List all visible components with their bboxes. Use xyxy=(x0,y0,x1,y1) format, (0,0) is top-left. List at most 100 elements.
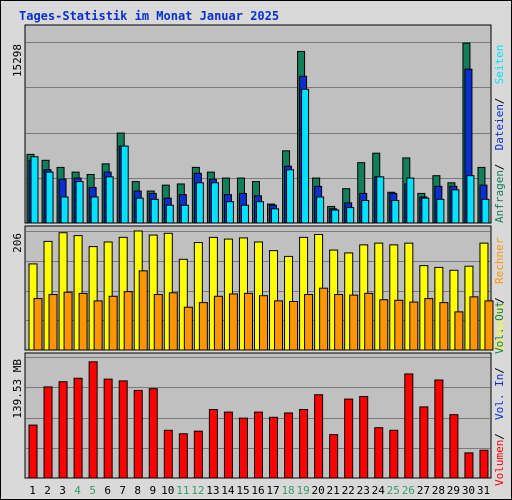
bar-volumen-day-13 xyxy=(208,408,218,479)
bar-volumen-day-16 xyxy=(253,411,263,479)
x-tick-label-day-1: 1 xyxy=(29,484,36,497)
bar-volumen-day-22 xyxy=(344,398,354,479)
bar-besuche-day-19 xyxy=(299,236,309,351)
bar-rechner-day-6 xyxy=(108,295,118,351)
bar-besuche-day-24 xyxy=(374,242,384,351)
bar-seiten-day-8 xyxy=(135,197,144,224)
x-tick-label-day-25: 25 xyxy=(387,484,400,497)
x-tick-label-day-13: 13 xyxy=(206,484,219,497)
x-tick-label-day-14: 14 xyxy=(221,484,235,497)
x-tick-label-day-10: 10 xyxy=(161,484,174,497)
bar-seiten-day-28 xyxy=(436,198,445,224)
x-tick-label-day-26: 26 xyxy=(402,484,415,497)
x-tick-label-day-22: 22 xyxy=(342,484,355,497)
x-tick-label-day-31: 31 xyxy=(477,484,490,497)
legend-separator: / xyxy=(493,297,506,304)
bar-rechner-day-18 xyxy=(289,300,299,351)
x-tick-label-day-24: 24 xyxy=(372,484,386,497)
bar-rechner-day-12 xyxy=(198,302,208,351)
legend-separator: / xyxy=(493,164,506,171)
legend-item-seiten: Seiten xyxy=(493,45,506,85)
bar-rechner-day-16 xyxy=(258,295,268,351)
bar-rechner-day-9 xyxy=(153,294,163,351)
x-tick-label-day-4: 4 xyxy=(74,484,81,497)
legend-item-volout: Vol. Out xyxy=(493,301,506,354)
x-tick-label-day-29: 29 xyxy=(447,484,460,497)
bar-rechner-day-13 xyxy=(213,295,223,351)
bar-volumen-day-25 xyxy=(389,429,399,479)
bar-besuche-day-9 xyxy=(148,234,158,351)
bar-seiten-day-24 xyxy=(376,176,385,224)
bar-volumen-day-1 xyxy=(28,424,38,479)
bar-volumen-day-2 xyxy=(43,386,53,479)
bar-seiten-day-16 xyxy=(255,201,264,224)
x-tick-label-day-30: 30 xyxy=(462,484,475,497)
bar-seiten-day-15 xyxy=(240,204,249,224)
bar-rechner-day-20 xyxy=(319,287,329,351)
x-tick-label-day-23: 23 xyxy=(357,484,370,497)
bar-rechner-day-25 xyxy=(394,299,404,351)
x-tick-label-day-11: 11 xyxy=(176,484,189,497)
bar-seiten-day-11 xyxy=(180,204,189,224)
bar-volumen-day-11 xyxy=(178,433,188,479)
bar-seiten-day-12 xyxy=(195,182,204,224)
legend-item-volumen: Volumen xyxy=(493,440,506,486)
bar-seiten-day-5 xyxy=(90,196,99,224)
bar-besuche-day-10 xyxy=(163,232,173,351)
bar-rechner-day-21 xyxy=(334,294,344,351)
bar-volumen-day-5 xyxy=(88,361,98,479)
bar-seiten-day-6 xyxy=(105,176,114,224)
bar-seiten-day-2 xyxy=(45,171,54,224)
bar-rechner-day-22 xyxy=(349,294,359,351)
bar-besuche-day-11 xyxy=(178,258,188,351)
bar-seiten-day-19 xyxy=(301,88,310,224)
bar-seiten-day-29 xyxy=(451,189,460,224)
bar-seiten-day-26 xyxy=(406,177,415,224)
bar-volumen-day-27 xyxy=(419,406,429,479)
legend-item-anfragen: Anfragen xyxy=(493,170,506,223)
legend-separator: / xyxy=(493,98,506,105)
bar-besuche-day-12 xyxy=(193,242,203,351)
bar-volumen-day-30 xyxy=(464,452,474,479)
bar-volumen-day-23 xyxy=(359,395,369,479)
bar-seiten-day-3 xyxy=(60,196,69,224)
bar-volumen-day-24 xyxy=(374,427,384,479)
x-tick-label-day-21: 21 xyxy=(327,484,340,497)
bar-seiten-day-17 xyxy=(271,208,280,224)
x-tick-label-day-19: 19 xyxy=(296,484,309,497)
bar-seiten-day-20 xyxy=(316,196,325,224)
bar-besuche-day-13 xyxy=(208,236,218,351)
bar-rechner-day-29 xyxy=(454,311,464,351)
bar-rechner-day-19 xyxy=(304,294,314,351)
bar-volumen-day-6 xyxy=(103,378,113,479)
bar-seiten-day-21 xyxy=(331,209,340,224)
bar-volumen-day-9 xyxy=(148,388,158,479)
x-tick-label-day-9: 9 xyxy=(149,484,156,497)
bar-volumen-day-19 xyxy=(299,408,309,479)
x-tick-label-day-6: 6 xyxy=(104,484,111,497)
bar-seiten-day-31 xyxy=(481,198,490,224)
bar-volumen-day-18 xyxy=(284,412,294,479)
bar-rechner-day-10 xyxy=(168,292,178,351)
x-tick-label-day-15: 15 xyxy=(236,484,249,497)
bar-volumen-day-20 xyxy=(314,394,324,479)
legend-separator: / xyxy=(493,433,506,440)
bar-volumen-day-4 xyxy=(73,377,83,479)
chart-title: Tages-Statistik im Monat Januar 2025 xyxy=(19,9,280,23)
bar-volumen-day-26 xyxy=(404,373,414,479)
bar-volumen-day-12 xyxy=(193,430,203,479)
y-tick-label-bottom: 139.53 MB xyxy=(11,359,24,419)
legend-item-besuche: Besuche xyxy=(493,304,506,350)
bar-rechner-day-5 xyxy=(93,300,103,351)
x-tick-label-day-2: 2 xyxy=(44,484,51,497)
bar-rechner-day-14 xyxy=(228,293,238,351)
bar-seiten-day-14 xyxy=(225,201,234,224)
x-tick-label-day-12: 12 xyxy=(191,484,204,497)
bar-rechner-day-4 xyxy=(78,292,88,351)
bar-rechner-day-15 xyxy=(243,292,253,351)
bar-rechner-day-24 xyxy=(379,299,389,351)
y-tick-label-middle: 206 xyxy=(11,233,24,253)
bar-rechner-day-30 xyxy=(469,296,479,351)
bar-volumen-day-3 xyxy=(58,381,68,479)
